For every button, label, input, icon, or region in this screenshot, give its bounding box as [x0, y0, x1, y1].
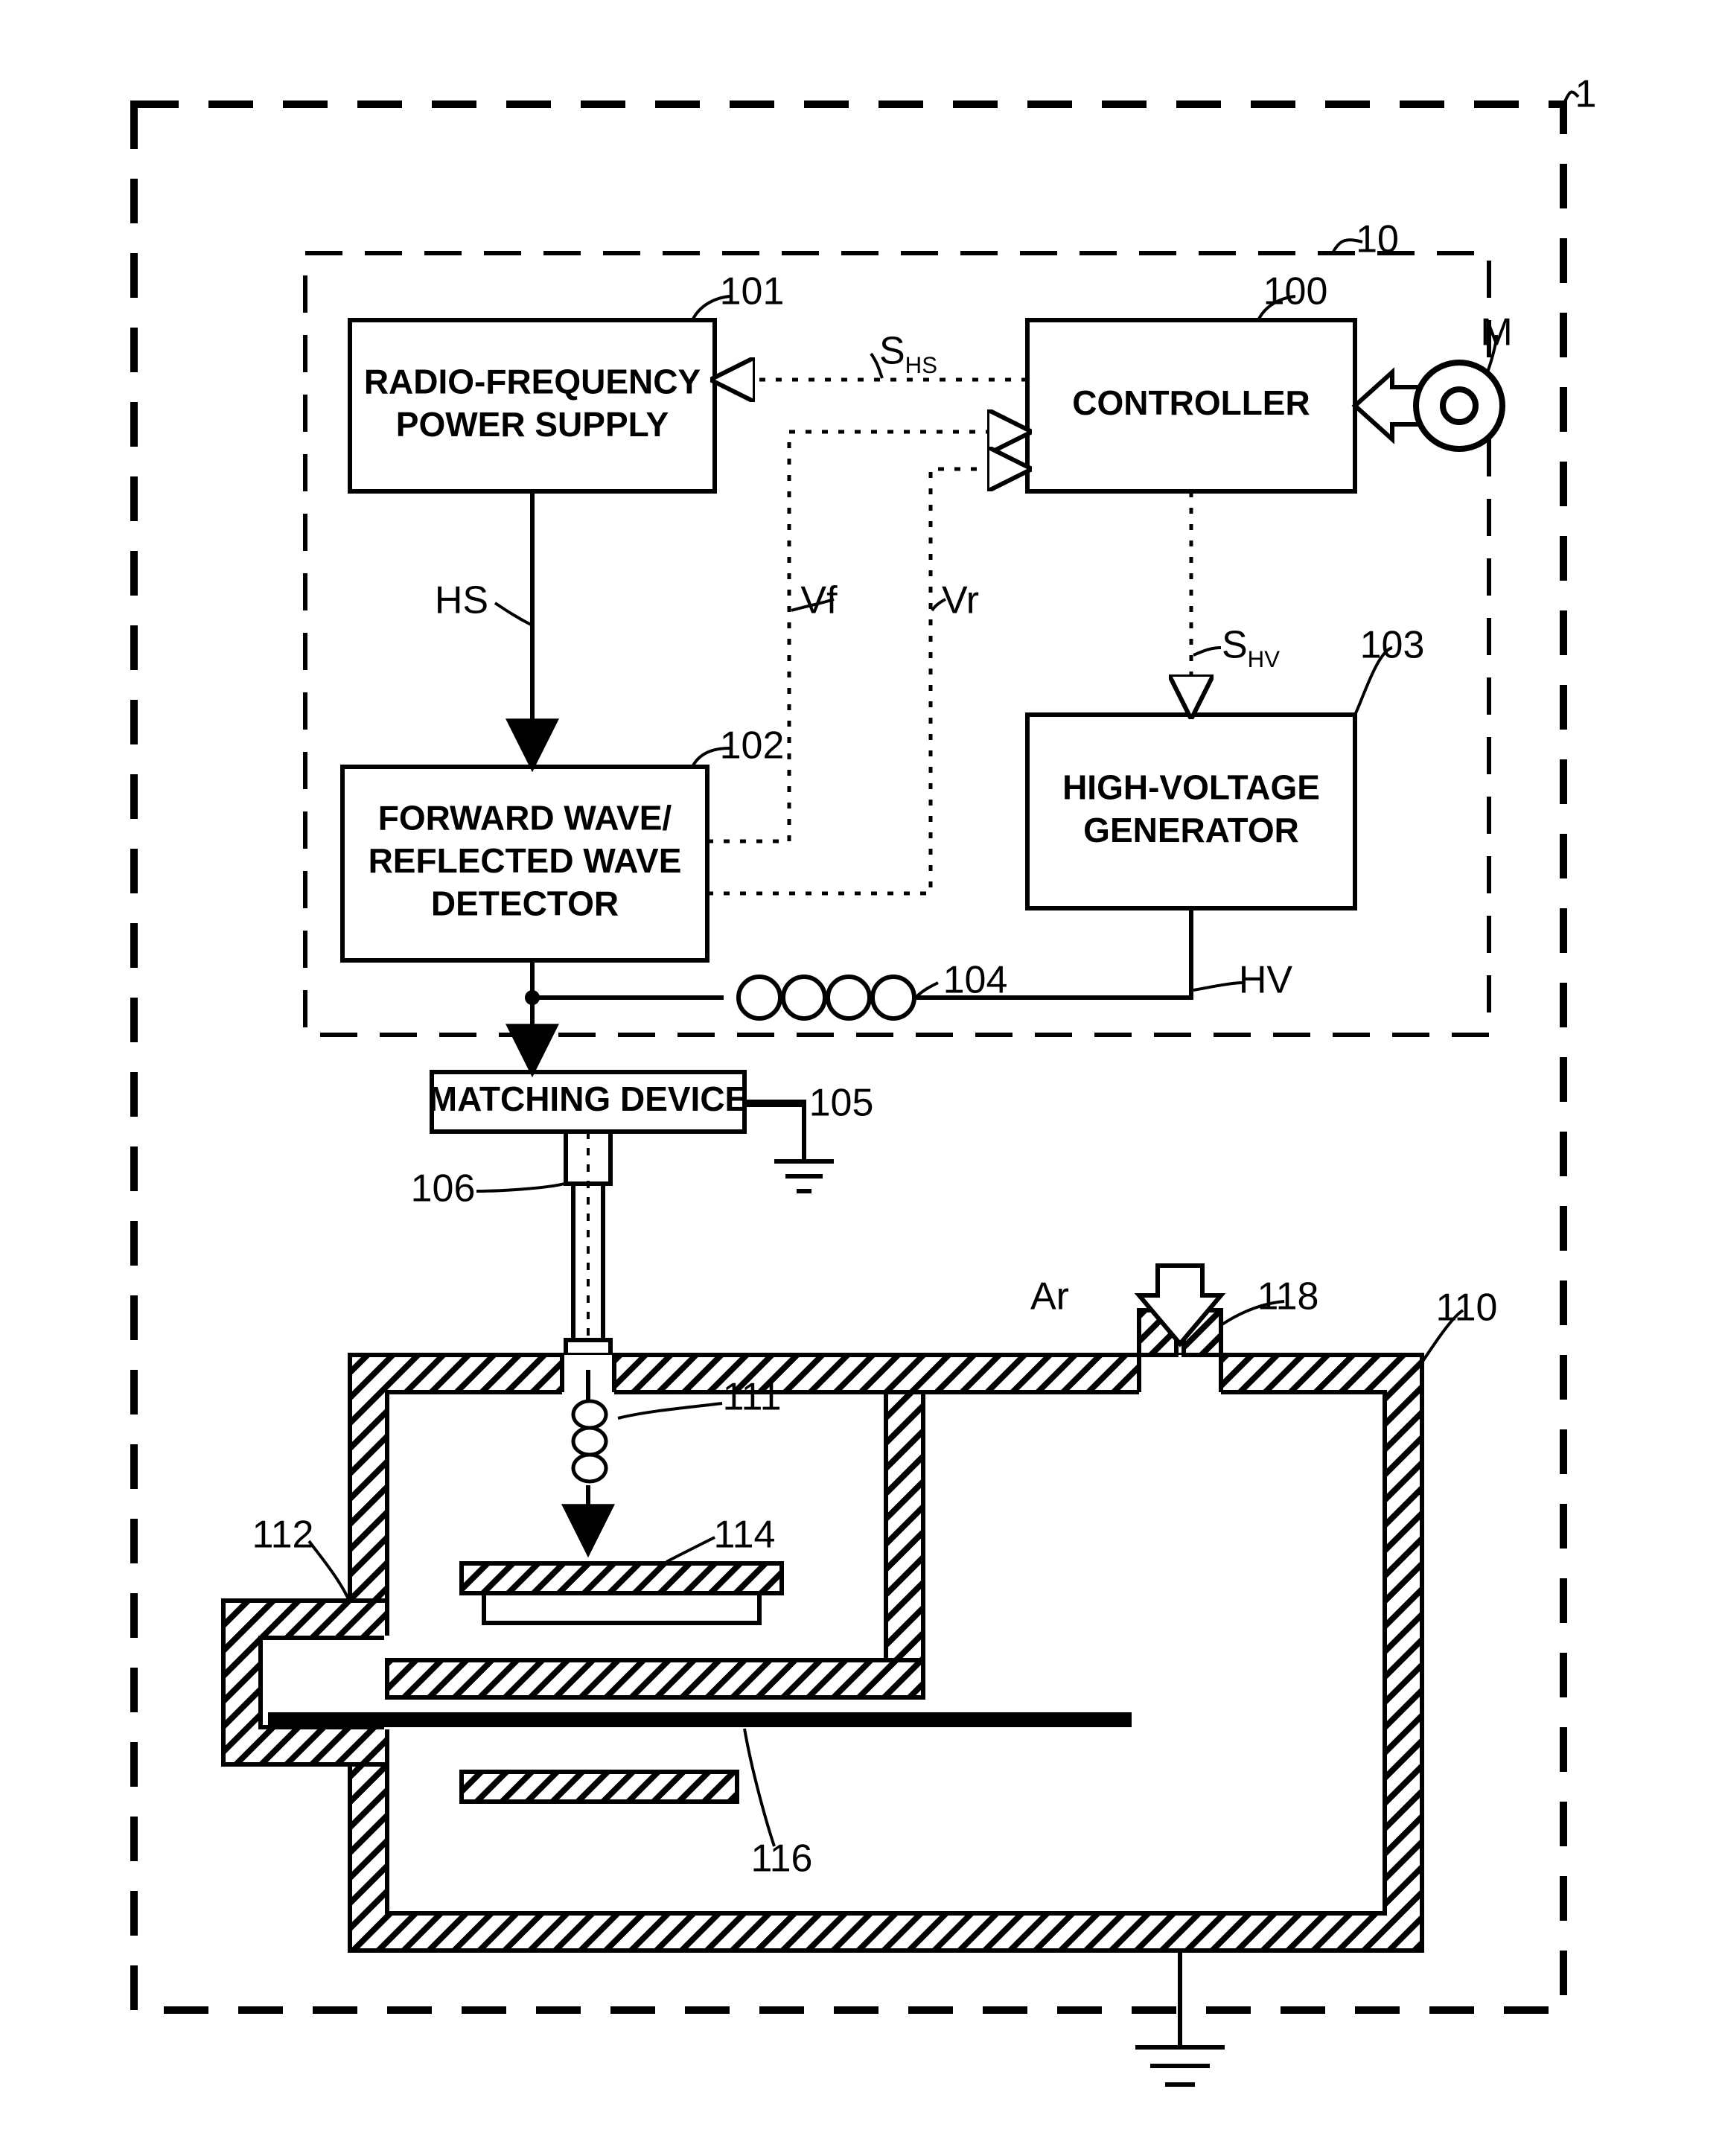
ref-Vr: Vr [942, 579, 979, 622]
ref-104: 104 [943, 959, 1008, 1002]
ref-S: SHV [1222, 624, 1280, 672]
ref-111: 111 [722, 1376, 781, 1419]
controller-label-0: CONTROLLER [1072, 383, 1310, 422]
detector-label-2: DETECTOR [431, 884, 619, 923]
ref-103: 103 [1360, 624, 1425, 667]
ref-106: 106 [411, 1167, 476, 1211]
ref-110: 110 [1436, 1286, 1498, 1330]
ref-112: 112 [252, 1514, 314, 1557]
ref-Vf: Vf [800, 579, 838, 622]
ref-102: 102 [720, 724, 785, 768]
ref-HS: HS [435, 579, 488, 622]
ref-118: 118 [1257, 1275, 1319, 1318]
matching-label-0: MATCHING DEVICE [429, 1079, 748, 1118]
ref-Ar: Ar [1030, 1275, 1069, 1318]
ref-S: SHS [879, 330, 937, 378]
ref-1: 1 [1575, 73, 1597, 116]
detector-label-0: FORWARD WAVE/ [378, 799, 672, 838]
ref-105: 105 [809, 1082, 874, 1125]
detector-label-1: REFLECTED WAVE [369, 841, 682, 880]
ref-100: 100 [1263, 270, 1328, 313]
ref-M: M [1480, 311, 1512, 354]
ref-HV: HV [1239, 959, 1293, 1002]
hv_gen-label-1: GENERATOR [1083, 811, 1299, 849]
ref-10: 10 [1356, 218, 1399, 261]
rf_power-label-0: RADIO-FREQUENCY [364, 362, 701, 401]
rf_power-label-1: POWER SUPPLY [396, 405, 669, 444]
hv_gen-label-0: HIGH-VOLTAGE [1062, 768, 1320, 806]
ref-114: 114 [714, 1514, 776, 1557]
ref-116: 116 [751, 1837, 813, 1881]
ref-101: 101 [720, 270, 785, 313]
